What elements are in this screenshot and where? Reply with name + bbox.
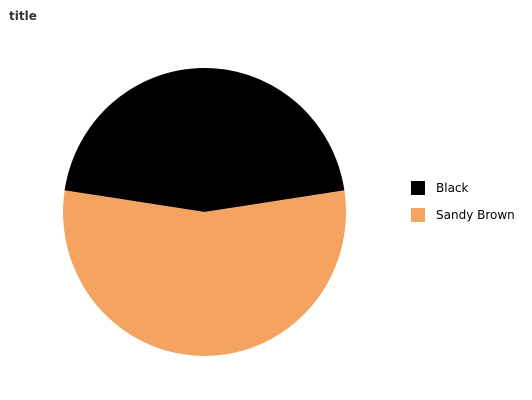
legend: Black Sandy Brown xyxy=(411,180,529,234)
legend-item-black: Black xyxy=(411,180,529,196)
pie-slice-black xyxy=(64,67,345,213)
pie-slice-sandy-brown xyxy=(63,190,347,356)
legend-swatch-sandy-brown xyxy=(411,208,425,222)
legend-label-sandy-brown: Sandy Brown xyxy=(436,208,515,222)
legend-swatch-black xyxy=(411,181,425,195)
pie-slices xyxy=(63,67,347,356)
legend-label-black: Black xyxy=(436,181,469,195)
legend-item-sandy-brown: Sandy Brown xyxy=(411,207,529,223)
chart-title: title xyxy=(9,9,37,23)
